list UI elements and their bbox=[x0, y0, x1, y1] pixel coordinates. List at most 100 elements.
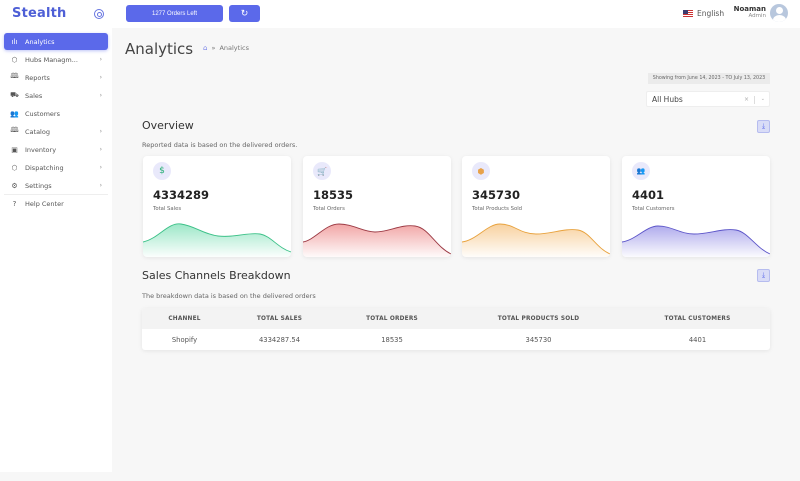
select-divider bbox=[754, 96, 755, 104]
hub-icon: ⬡ bbox=[11, 55, 18, 64]
clear-icon[interactable]: × bbox=[743, 95, 749, 103]
sidebar-item-label: Dispatching bbox=[25, 163, 64, 172]
breakdown-title: Sales Channels Breakdown bbox=[142, 269, 291, 282]
sidebar-item-label: Help Center bbox=[25, 199, 64, 208]
date-range-label: Showing from June 14, 2023 - TO July 13,… bbox=[648, 73, 770, 84]
stat-label: Total Sales bbox=[153, 206, 182, 212]
table-cell: 345730 bbox=[525, 335, 552, 344]
column-header[interactable]: TOTAL SALES bbox=[256, 315, 303, 322]
dollar-icon: $ bbox=[153, 162, 171, 180]
language-label: English bbox=[697, 9, 725, 18]
sidebar: ılı Analytics ⬡ Hubs Managm... › 🕮 Repor… bbox=[0, 28, 112, 472]
refresh-icon: ↻ bbox=[240, 8, 249, 18]
sales-sparkline bbox=[143, 223, 291, 257]
table-cell: Shopify bbox=[171, 335, 198, 344]
book-open-icon: 🕮 bbox=[10, 126, 19, 134]
chevron-right-icon: › bbox=[99, 146, 102, 153]
sidebar-item-label: Hubs Managm... bbox=[25, 55, 78, 64]
sidebar-item-settings[interactable]: ⚙ Settings › bbox=[4, 177, 108, 194]
package-icon: ⬡ bbox=[11, 163, 18, 172]
chevron-down-icon[interactable]: ⌄ bbox=[760, 96, 765, 102]
column-header[interactable]: TOTAL ORDERS bbox=[366, 315, 418, 322]
stat-label: Total Orders bbox=[313, 206, 345, 212]
cart-icon: 🛒 bbox=[313, 162, 331, 180]
gear-icon: ⚙ bbox=[11, 181, 18, 190]
breakdown-download-button[interactable]: ⤓ bbox=[757, 269, 770, 282]
customers-sparkline bbox=[622, 225, 770, 257]
stat-card-total-products-sold: ⬢ 345730 Total Products Sold bbox=[462, 156, 610, 257]
sidebar-item-sales[interactable]: ⛟ Sales › bbox=[4, 87, 108, 104]
orders-left-button[interactable]: 1277 Orders Left bbox=[126, 5, 223, 22]
top-bar: Stealth 1277 Orders Left ↻ English Noama… bbox=[0, 0, 800, 28]
sidebar-item-label: Reports bbox=[25, 73, 50, 82]
sidebar-toggle-icon[interactable] bbox=[94, 9, 104, 19]
users-icon: 👥 bbox=[10, 109, 19, 118]
overview-subtitle: Reported data is based on the delivered … bbox=[142, 141, 298, 149]
sidebar-item-label: Sales bbox=[25, 91, 43, 100]
chevron-right-icon: › bbox=[99, 128, 102, 135]
hub-filter-value: All Hubs bbox=[652, 94, 683, 104]
home-icon[interactable]: ⌂ bbox=[203, 44, 208, 52]
table-cell: 18535 bbox=[381, 335, 403, 344]
sidebar-item-inventory[interactable]: ▣ Inventory › bbox=[4, 141, 108, 158]
book-icon: 🕮 bbox=[10, 72, 19, 80]
breadcrumb: ⌂ » Analytics bbox=[203, 44, 249, 52]
help-circle-icon: ? bbox=[12, 199, 17, 208]
stat-card-total-customers: 👥 4401 Total Customers bbox=[622, 156, 770, 257]
table-row: Shopify 4334287.54 18535 345730 4401 bbox=[142, 329, 770, 350]
breadcrumb-separator: » bbox=[211, 44, 216, 52]
sidebar-item-reports[interactable]: 🕮 Reports › bbox=[4, 69, 108, 86]
sidebar-item-label: Analytics bbox=[25, 37, 55, 46]
hub-filter-select[interactable]: All Hubs × ⌄ bbox=[646, 91, 770, 107]
download-icon: ⤓ bbox=[761, 122, 766, 130]
table-cell: 4401 bbox=[688, 335, 707, 344]
column-header[interactable]: TOTAL CUSTOMERS bbox=[664, 315, 731, 322]
column-header[interactable]: CHANNEL bbox=[168, 315, 201, 322]
stat-label: Total Products Sold bbox=[472, 206, 523, 212]
user-name: Noaman bbox=[733, 5, 766, 13]
us-flag-icon bbox=[683, 10, 693, 17]
page-title: Analytics bbox=[125, 40, 194, 58]
overview-download-button[interactable]: ⤓ bbox=[757, 120, 770, 133]
chevron-right-icon: › bbox=[99, 74, 102, 81]
sidebar-item-catalog[interactable]: 🕮 Catalog › bbox=[4, 123, 108, 140]
calendar-box-icon: ▣ bbox=[11, 145, 18, 154]
sidebar-item-label: Settings bbox=[25, 181, 52, 190]
table-cell: 4334287.54 bbox=[258, 335, 301, 344]
stat-value: 345730 bbox=[472, 188, 521, 202]
users-icon: 👥 bbox=[632, 162, 650, 180]
chevron-right-icon: › bbox=[99, 164, 102, 171]
sidebar-item-dispatching[interactable]: ⬡ Dispatching › bbox=[4, 159, 108, 176]
orders-sparkline bbox=[303, 223, 451, 257]
stat-value: 18535 bbox=[313, 188, 354, 202]
table-header: CHANNEL TOTAL SALES TOTAL ORDERS TOTAL P… bbox=[142, 308, 770, 329]
refresh-button[interactable]: ↻ bbox=[229, 5, 260, 22]
sidebar-item-help-center[interactable]: ? Help Center bbox=[4, 195, 108, 212]
column-header[interactable]: TOTAL PRODUCTS SOLD bbox=[497, 315, 580, 322]
sidebar-item-customers[interactable]: 👥 Customers bbox=[4, 105, 108, 122]
chevron-right-icon: › bbox=[99, 92, 102, 99]
overview-title: Overview bbox=[142, 119, 194, 132]
brand-logo[interactable]: Stealth bbox=[12, 6, 67, 21]
user-info[interactable]: Noaman Admin bbox=[730, 5, 766, 19]
stat-label: Total Customers bbox=[632, 206, 675, 212]
language-selector[interactable]: English bbox=[683, 9, 724, 18]
box-icon: ⬢ bbox=[472, 162, 490, 180]
sidebar-item-label: Catalog bbox=[25, 127, 50, 136]
stat-card-total-sales: $ 4334289 Total Sales bbox=[143, 156, 291, 257]
sidebar-item-label: Inventory bbox=[25, 145, 57, 154]
download-icon: ⤓ bbox=[761, 271, 766, 279]
avatar[interactable] bbox=[770, 4, 788, 22]
sidebar-item-analytics[interactable]: ılı Analytics bbox=[4, 33, 108, 50]
products-sparkline bbox=[462, 223, 610, 257]
sidebar-item-hubs-management[interactable]: ⬡ Hubs Managm... › bbox=[4, 51, 108, 68]
breakdown-subtitle: The breakdown data is based on the deliv… bbox=[142, 292, 316, 300]
sidebar-divider bbox=[4, 194, 108, 195]
bar-chart-icon: ılı bbox=[11, 37, 18, 46]
user-role: Admin bbox=[748, 13, 766, 19]
breadcrumb-current: Analytics bbox=[219, 44, 249, 52]
chevron-right-icon: › bbox=[99, 182, 102, 189]
stat-card-total-orders: 🛒 18535 Total Orders bbox=[303, 156, 451, 257]
sales-channels-table: CHANNEL TOTAL SALES TOTAL ORDERS TOTAL P… bbox=[142, 308, 770, 350]
sidebar-item-label: Customers bbox=[25, 109, 60, 118]
